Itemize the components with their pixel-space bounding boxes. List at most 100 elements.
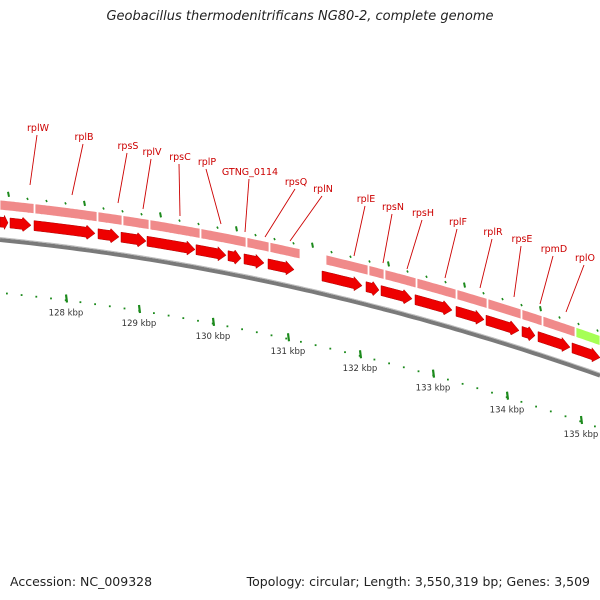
ruler-minor-tick	[329, 347, 332, 350]
cds-arrow	[380, 285, 413, 305]
ruler-minor-tick	[50, 297, 52, 300]
upper-tick-mark	[577, 322, 580, 326]
ruler-minor-tick	[447, 378, 449, 381]
gene-feature-box	[0, 199, 35, 215]
gene-leader-line	[353, 205, 366, 257]
ruler-minor-tick	[564, 415, 567, 418]
cds-arrow	[0, 214, 9, 231]
gene-label-rplv: rplV	[142, 147, 162, 158]
upper-tick-mark	[273, 237, 276, 241]
gene-label-rpss: rpsS	[118, 141, 139, 152]
upper-tick-mark	[330, 250, 333, 254]
gene-label-rpsn: rpsN	[382, 202, 404, 213]
ruler-major-tick	[286, 333, 291, 342]
gene-leader-line	[205, 168, 222, 225]
accession-text: Accession: NC_009328	[10, 574, 153, 589]
gene-feature-box	[269, 241, 301, 260]
ruler-major-tick	[211, 317, 216, 326]
gene-label-gtng_0114: GTNG_0114	[222, 167, 278, 178]
ruler-minor-tick	[549, 410, 552, 413]
gene-leader-line	[178, 163, 181, 217]
ruler-major-tick	[358, 350, 363, 359]
cds-arrow	[195, 244, 227, 262]
gene-leader-line	[244, 178, 250, 233]
gene-label-rpsh: rpsH	[412, 208, 434, 219]
ruler-minor-tick	[579, 420, 582, 423]
gene-feature-box	[542, 315, 576, 338]
gene-label-rplp: rplP	[198, 157, 217, 168]
ruler-minor-tick	[388, 362, 390, 365]
ruler-minor-tick	[182, 317, 185, 320]
gene-label-rpln: rplN	[313, 184, 333, 195]
gene-label-rplr: rplR	[483, 227, 503, 238]
cds-arrow	[521, 326, 536, 342]
upper-tick-mark	[45, 199, 48, 203]
upper-tick-mark	[26, 197, 29, 201]
upper-tick-mark	[406, 270, 409, 273]
ruler-minor-tick	[344, 351, 346, 354]
ruler-minor-tick	[535, 405, 537, 408]
ruler-minor-tick	[476, 387, 479, 390]
cds-arrow	[485, 314, 520, 336]
ruler-minor-tick	[417, 370, 420, 373]
cds-arrow	[321, 270, 363, 292]
ruler-minor-tick	[197, 319, 199, 322]
gene-feature-box	[246, 237, 270, 253]
gene-feature-box	[456, 289, 488, 310]
upper-tick-mark	[121, 209, 124, 213]
genome-title: Geobacillus thermodenitrificans NG80-2, …	[106, 9, 494, 24]
ruler-major-tick	[505, 391, 510, 400]
cds-arrow	[9, 216, 32, 232]
gene-feature-box	[487, 298, 522, 320]
ruler-label: 133 kbp	[416, 384, 451, 394]
ruler-minor-tick	[255, 331, 258, 334]
gene-feature-box	[325, 254, 369, 276]
gene-feature-box	[416, 277, 457, 300]
cds-arrow	[365, 281, 380, 297]
gene-leader-line	[539, 255, 554, 305]
gene-leader-line	[71, 143, 84, 196]
gene-feature-box	[384, 269, 417, 289]
gene-feature-box	[200, 228, 247, 248]
gene-leader-line	[289, 195, 323, 242]
gene-feature-box	[149, 219, 201, 239]
cds-arrow	[33, 220, 96, 240]
gene-leader-line	[513, 245, 522, 298]
upper-tick-mark	[520, 303, 523, 307]
ruler-major-tick	[137, 304, 142, 314]
gene-leader-line	[382, 213, 393, 264]
gene-label-rplb: rplB	[74, 132, 93, 143]
gene-label-rplf: rplF	[449, 217, 467, 228]
cds-arrow	[455, 305, 485, 325]
ruler-label: 128 kbp	[49, 309, 84, 319]
cds-arrow	[571, 342, 600, 363]
other-feature-box	[575, 326, 600, 347]
gene-feature-box	[368, 264, 385, 280]
gene-leader-line	[264, 188, 296, 238]
upper-tick-mark	[501, 297, 504, 301]
ruler-minor-tick	[461, 382, 464, 385]
ruler-minor-tick	[520, 400, 523, 403]
cds-arrow	[120, 231, 147, 248]
upper-tick-mark	[387, 261, 390, 267]
cds-arrow	[227, 249, 242, 265]
upper-tick-mark	[596, 329, 599, 332]
cds-arrow	[97, 228, 120, 244]
ruler-label: 131 kbp	[271, 347, 306, 357]
ruler-minor-tick	[6, 292, 8, 295]
cds-arrow	[537, 331, 571, 352]
upper-tick-mark	[64, 202, 67, 205]
upper-tick-mark	[197, 222, 200, 226]
upper-tick-mark	[463, 282, 466, 288]
cds-arrow	[146, 235, 196, 256]
ruler-minor-tick	[300, 340, 302, 343]
gene-label-rple: rplE	[357, 194, 376, 205]
ruler-label: 130 kbp	[196, 332, 231, 342]
upper-tick-mark	[292, 241, 295, 245]
gene-feature-box	[34, 203, 98, 223]
gene-leader-line	[479, 238, 493, 289]
upper-tick-mark	[558, 316, 561, 319]
ruler-minor-tick	[108, 305, 111, 308]
ruler-minor-tick	[373, 358, 376, 361]
